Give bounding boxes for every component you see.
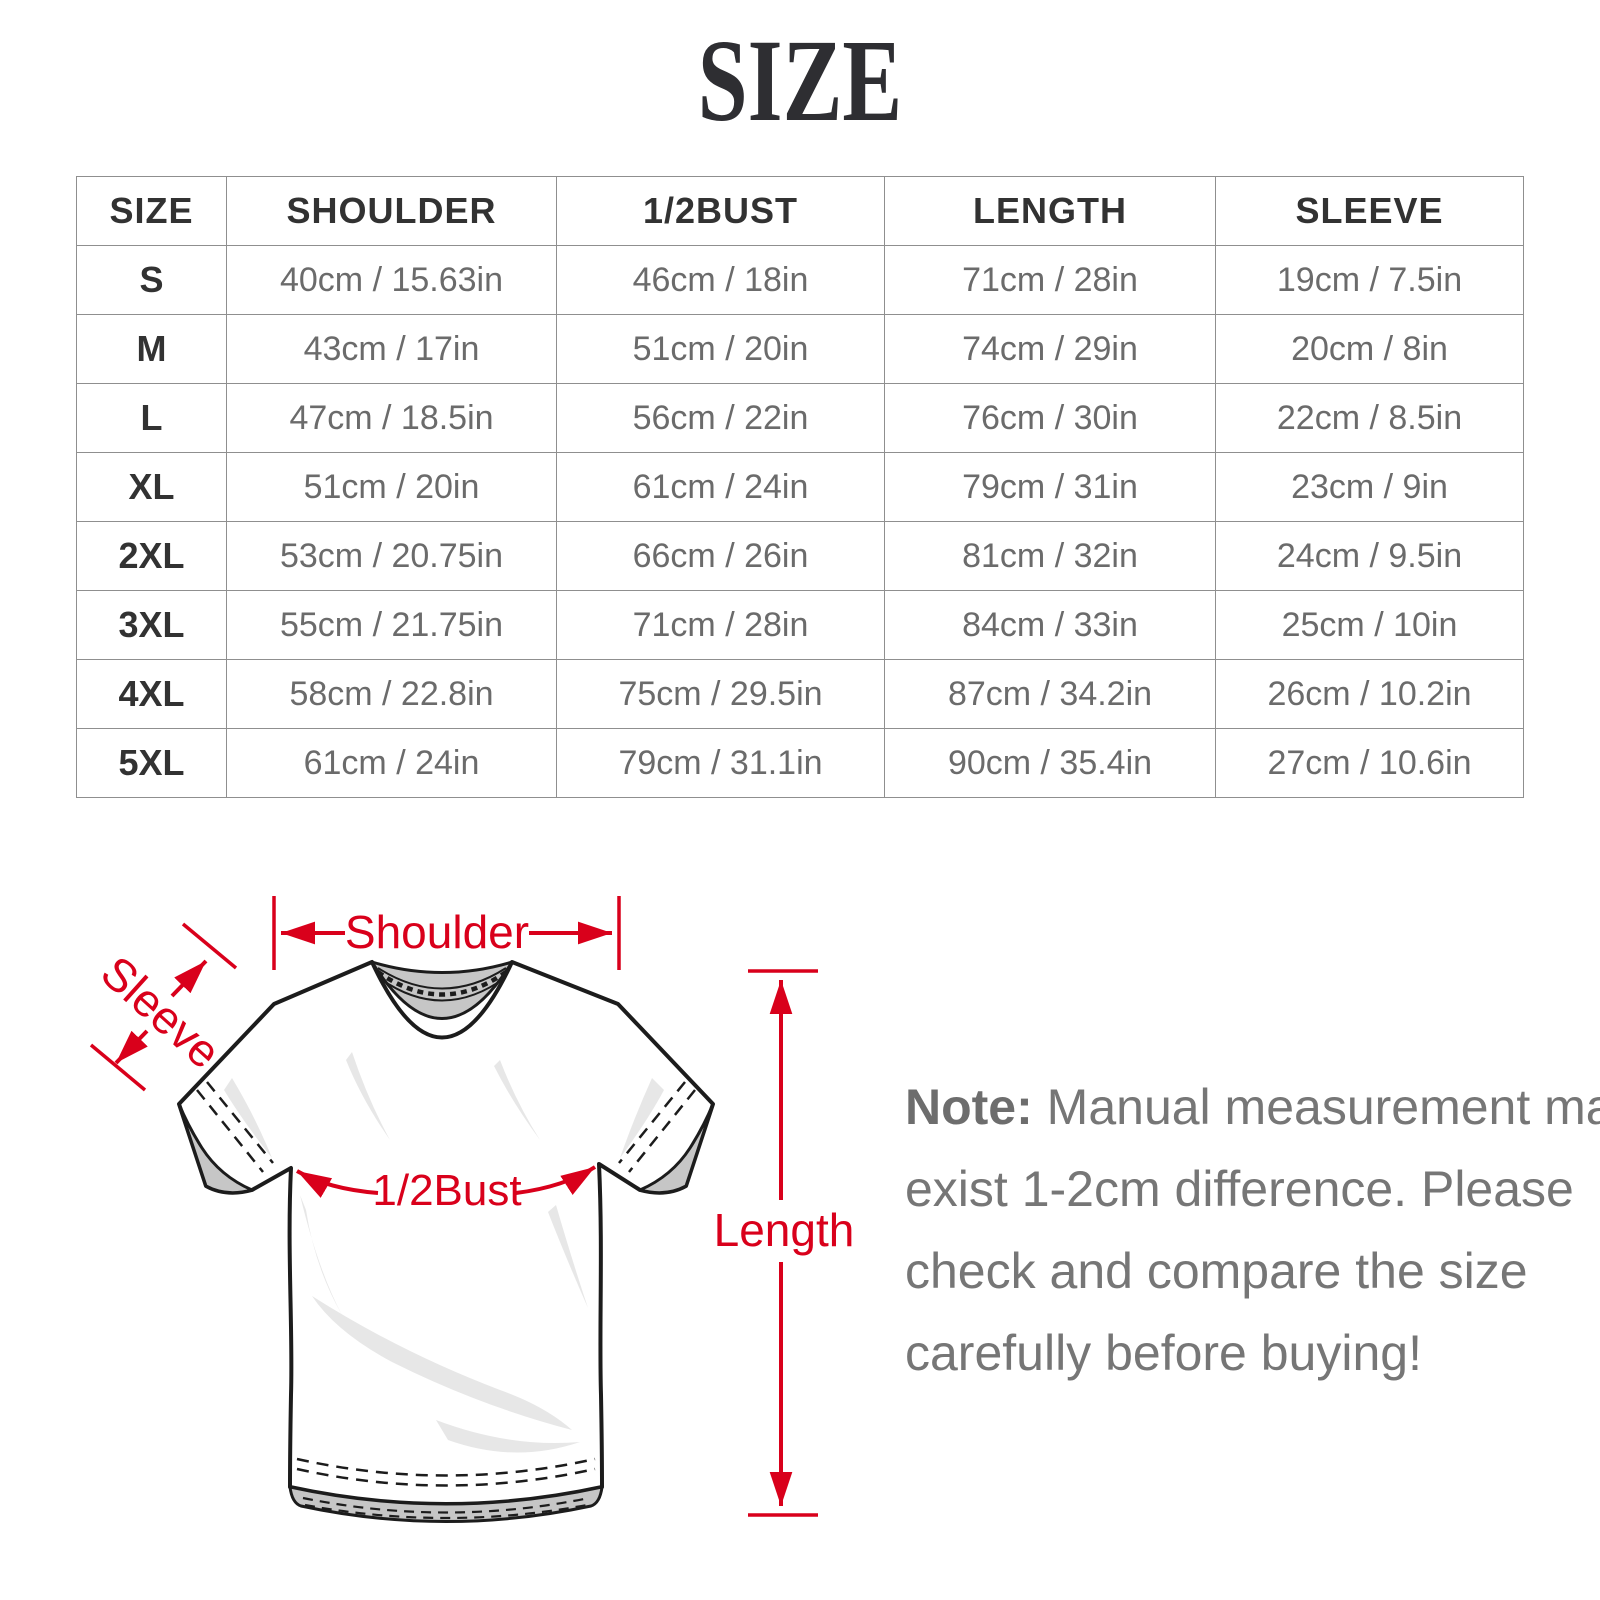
table-row: M 43cm / 17in 51cm / 20in 74cm / 29in 20…	[76, 314, 1524, 384]
note-line: Note: Manual measurement may	[905, 1079, 1600, 1135]
table-row: S 40cm / 15.63in 46cm / 18in 71cm / 28in…	[76, 245, 1524, 315]
col-header-length: LENGTH	[884, 176, 1216, 246]
shoulder-cell: 61cm / 24in	[226, 728, 557, 798]
bust-cell: 61cm / 24in	[556, 452, 885, 522]
col-header-sleeve: SLEEVE	[1215, 176, 1524, 246]
sleeve-cell: 26cm / 10.2in	[1215, 659, 1524, 729]
left-sleeve-cuff	[177, 1081, 274, 1195]
note-line: exist 1-2cm difference. Please	[905, 1161, 1574, 1217]
col-header-bust: 1/2BUST	[556, 176, 885, 246]
size-label-cell: 3XL	[76, 590, 227, 660]
bust-label: 1/2Bust	[372, 1166, 521, 1215]
size-label-cell: 2XL	[76, 521, 227, 591]
sleeve-cell: 27cm / 10.6in	[1215, 728, 1524, 798]
size-table: SIZE SHOULDER 1/2BUST LENGTH SLEEVE S 40…	[76, 176, 1524, 798]
table-header-row: SIZE SHOULDER 1/2BUST LENGTH SLEEVE	[76, 176, 1524, 246]
size-label-cell: XL	[76, 452, 227, 522]
table-row: 4XL 58cm / 22.8in 75cm / 29.5in 87cm / 3…	[76, 659, 1524, 729]
table-row: 3XL 55cm / 21.75in 71cm / 28in 84cm / 33…	[76, 590, 1524, 660]
size-label-cell: S	[76, 245, 227, 315]
table-row: L 47cm / 18.5in 56cm / 22in 76cm / 30in …	[76, 383, 1524, 453]
shoulder-dimension: Shoulder	[272, 896, 621, 970]
length-cell: 71cm / 28in	[884, 245, 1216, 315]
bust-cell: 75cm / 29.5in	[556, 659, 885, 729]
tshirt-outline	[177, 960, 715, 1506]
tshirt-measurement-diagram: Shoulder Sleeve 1/2Bust Length	[89, 896, 855, 1523]
table-row: XL 51cm / 20in 61cm / 24in 79cm / 31in 2…	[76, 452, 1524, 522]
sleeve-cell: 23cm / 9in	[1215, 452, 1524, 522]
bust-dimension: 1/2Bust	[295, 1165, 597, 1215]
shoulder-cell: 43cm / 17in	[226, 314, 557, 384]
length-cell: 87cm / 34.2in	[884, 659, 1216, 729]
length-cell: 84cm / 33in	[884, 590, 1216, 660]
sleeve-cell: 20cm / 8in	[1215, 314, 1524, 384]
sleeve-cell: 24cm / 9.5in	[1215, 521, 1524, 591]
note-line: check and compare the size	[905, 1243, 1528, 1299]
length-cell: 74cm / 29in	[884, 314, 1216, 384]
bust-cell: 66cm / 26in	[556, 521, 885, 591]
sleeve-label: Sleeve	[91, 946, 230, 1079]
length-cell: 81cm / 32in	[884, 521, 1216, 591]
table-row: 5XL 61cm / 24in 79cm / 31.1in 90cm / 35.…	[76, 728, 1524, 798]
collar	[370, 960, 514, 1020]
col-header-size: SIZE	[76, 176, 227, 246]
sleeve-cell: 19cm / 7.5in	[1215, 245, 1524, 315]
size-label-cell: 4XL	[76, 659, 227, 729]
length-cell: 90cm / 35.4in	[884, 728, 1216, 798]
note-label: Note:	[905, 1079, 1033, 1135]
sleeve-cell: 22cm / 8.5in	[1215, 383, 1524, 453]
shoulder-cell: 47cm / 18.5in	[226, 383, 557, 453]
bust-cell: 56cm / 22in	[556, 383, 885, 453]
shoulder-cell: 53cm / 20.75in	[226, 521, 557, 591]
shoulder-cell: 58cm / 22.8in	[226, 659, 557, 729]
bust-cell: 46cm / 18in	[556, 245, 885, 315]
sleeve-cell: 25cm / 10in	[1215, 590, 1524, 660]
length-cell: 79cm / 31in	[884, 452, 1216, 522]
note-line: carefully before buying!	[905, 1325, 1422, 1381]
length-label: Length	[714, 1204, 855, 1256]
bust-cell: 79cm / 31.1in	[556, 728, 885, 798]
shoulder-label: Shoulder	[345, 906, 529, 958]
size-label-cell: M	[76, 314, 227, 384]
size-label-cell: L	[76, 383, 227, 453]
shoulder-cell: 51cm / 20in	[226, 452, 557, 522]
bottom-hem	[288, 1457, 604, 1523]
bust-cell: 51cm / 20in	[556, 314, 885, 384]
fabric-wrinkles	[224, 1052, 664, 1453]
shoulder-cell: 40cm / 15.63in	[226, 245, 557, 315]
bust-cell: 71cm / 28in	[556, 590, 885, 660]
length-cell: 76cm / 30in	[884, 383, 1216, 453]
length-dimension: Length	[714, 969, 855, 1517]
table-row: 2XL 53cm / 20.75in 66cm / 26in 81cm / 32…	[76, 521, 1524, 591]
measurement-note: Note: Manual measurement may exist 1-2cm…	[905, 1066, 1600, 1394]
size-label-cell: 5XL	[76, 728, 227, 798]
page-title: SIZE	[697, 15, 903, 146]
shoulder-cell: 55cm / 21.75in	[226, 590, 557, 660]
col-header-shoulder: SHOULDER	[226, 176, 557, 246]
right-sleeve-cuff	[618, 1081, 715, 1195]
